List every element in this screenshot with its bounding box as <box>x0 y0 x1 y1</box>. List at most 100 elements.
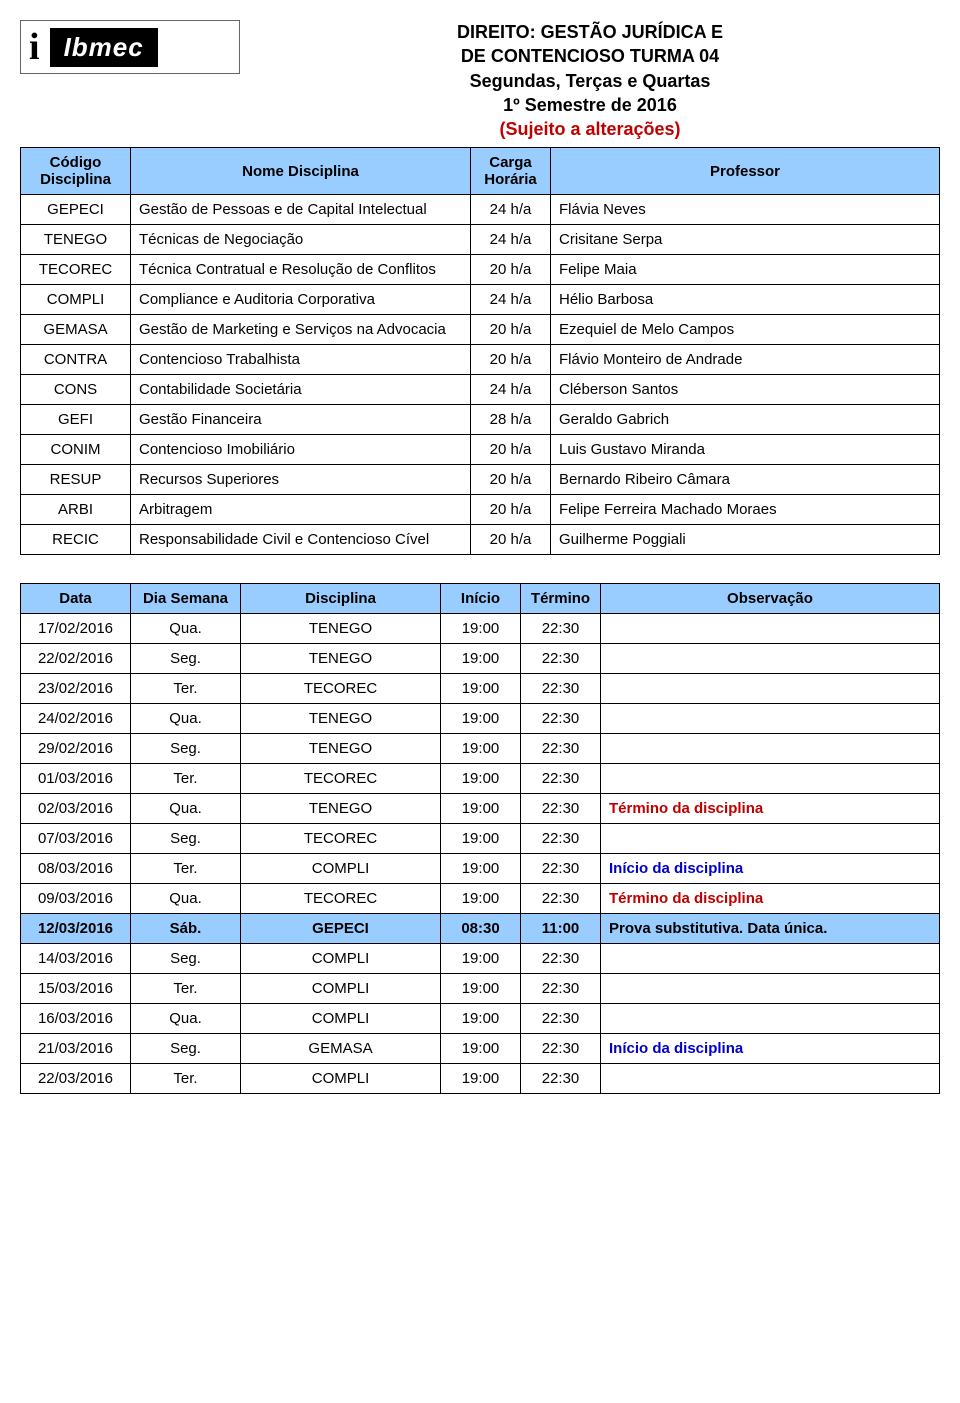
title-block: DIREITO: GESTÃO JURÍDICA E DE CONTENCIOS… <box>240 20 940 141</box>
cell-date: 23/02/2016 <box>21 674 131 704</box>
cell-code: COMPLI <box>21 285 131 315</box>
cell-prof: Flávia Neves <box>551 195 940 225</box>
cell-end: 22:30 <box>521 644 601 674</box>
cell-name: Contencioso Imobiliário <box>131 435 471 465</box>
cell-code: GEPECI <box>21 195 131 225</box>
cell-end: 11:00 <box>521 914 601 944</box>
table-row: 14/03/2016Seg.COMPLI19:0022:30 <box>21 944 940 974</box>
table-row: 24/02/2016Qua.TENEGO19:0022:30 <box>21 704 940 734</box>
logo: i Ibmec <box>20 20 240 74</box>
cell-date: 12/03/2016 <box>21 914 131 944</box>
cell-prof: Flávio Monteiro de Andrade <box>551 345 940 375</box>
cell-dow: Qua. <box>131 884 241 914</box>
cell-date: 15/03/2016 <box>21 974 131 1004</box>
cell-obs: Início da disciplina <box>601 854 940 884</box>
cell-prof: Bernardo Ribeiro Câmara <box>551 465 940 495</box>
schedule-header-row: Data Dia Semana Disciplina Início Términ… <box>21 584 940 614</box>
courses-table: Código Disciplina Nome Disciplina Carga … <box>20 147 940 555</box>
cell-start: 19:00 <box>441 794 521 824</box>
cell-disc: TECOREC <box>241 824 441 854</box>
cell-name: Responsabilidade Civil e Contencioso Cív… <box>131 525 471 555</box>
cell-name: Compliance e Auditoria Corporativa <box>131 285 471 315</box>
cell-disc: TENEGO <box>241 704 441 734</box>
cell-dow: Ter. <box>131 1064 241 1094</box>
cell-obs <box>601 944 940 974</box>
cell-hours: 20 h/a <box>471 255 551 285</box>
col-end: Término <box>521 584 601 614</box>
cell-code: GEMASA <box>21 315 131 345</box>
cell-date: 14/03/2016 <box>21 944 131 974</box>
col-hours: Carga Horária <box>471 148 551 195</box>
cell-date: 16/03/2016 <box>21 1004 131 1034</box>
cell-date: 02/03/2016 <box>21 794 131 824</box>
cell-start: 19:00 <box>441 1004 521 1034</box>
cell-start: 19:00 <box>441 764 521 794</box>
cell-prof: Cléberson Santos <box>551 375 940 405</box>
cell-code: CONIM <box>21 435 131 465</box>
cell-start: 19:00 <box>441 974 521 1004</box>
title-line2: DE CONTENCIOSO TURMA 04 <box>240 44 940 68</box>
col-dow: Dia Semana <box>131 584 241 614</box>
table-row: 01/03/2016Ter.TECOREC19:0022:30 <box>21 764 940 794</box>
col-date: Data <box>21 584 131 614</box>
cell-code: CONTRA <box>21 345 131 375</box>
cell-date: 22/03/2016 <box>21 1064 131 1094</box>
cell-hours: 20 h/a <box>471 525 551 555</box>
cell-obs: Início da disciplina <box>601 1034 940 1064</box>
cell-name: Arbitragem <box>131 495 471 525</box>
title-line3: Segundas, Terças e Quartas <box>240 69 940 93</box>
cell-obs <box>601 1064 940 1094</box>
cell-name: Gestão de Marketing e Serviços na Advoca… <box>131 315 471 345</box>
logo-glyph: i <box>29 25 40 69</box>
cell-disc: TECOREC <box>241 884 441 914</box>
cell-date: 29/02/2016 <box>21 734 131 764</box>
table-row: 15/03/2016Ter.COMPLI19:0022:30 <box>21 974 940 1004</box>
table-row: 02/03/2016Qua.TENEGO19:0022:30Término da… <box>21 794 940 824</box>
table-row: GEFIGestão Financeira28 h/aGeraldo Gabri… <box>21 405 940 435</box>
cell-hours: 28 h/a <box>471 405 551 435</box>
cell-code: CONS <box>21 375 131 405</box>
cell-disc: TECOREC <box>241 764 441 794</box>
cell-start: 19:00 <box>441 1064 521 1094</box>
cell-name: Técnicas de Negociação <box>131 225 471 255</box>
col-disc: Disciplina <box>241 584 441 614</box>
cell-obs: Prova substitutiva. Data única. <box>601 914 940 944</box>
cell-code: RESUP <box>21 465 131 495</box>
cell-dow: Ter. <box>131 764 241 794</box>
cell-end: 22:30 <box>521 1004 601 1034</box>
cell-hours: 20 h/a <box>471 435 551 465</box>
col-prof: Professor <box>551 148 940 195</box>
cell-obs <box>601 764 940 794</box>
cell-end: 22:30 <box>521 674 601 704</box>
cell-date: 22/02/2016 <box>21 644 131 674</box>
cell-end: 22:30 <box>521 764 601 794</box>
cell-name: Técnica Contratual e Resolução de Confli… <box>131 255 471 285</box>
cell-end: 22:30 <box>521 824 601 854</box>
cell-hours: 24 h/a <box>471 375 551 405</box>
table-row: 21/03/2016Seg.GEMASA19:0022:30Início da … <box>21 1034 940 1064</box>
cell-obs <box>601 644 940 674</box>
cell-name: Gestão Financeira <box>131 405 471 435</box>
logo-brand: Ibmec <box>50 28 158 67</box>
cell-obs <box>601 1004 940 1034</box>
cell-prof: Felipe Ferreira Machado Moraes <box>551 495 940 525</box>
table-row: 16/03/2016Qua.COMPLI19:0022:30 <box>21 1004 940 1034</box>
cell-end: 22:30 <box>521 704 601 734</box>
cell-name: Contencioso Trabalhista <box>131 345 471 375</box>
cell-code: RECIC <box>21 525 131 555</box>
cell-obs <box>601 614 940 644</box>
cell-code: ARBI <box>21 495 131 525</box>
cell-name: Contabilidade Societária <box>131 375 471 405</box>
cell-start: 19:00 <box>441 1034 521 1064</box>
table-row: RESUPRecursos Superiores20 h/aBernardo R… <box>21 465 940 495</box>
table-row: 08/03/2016Ter.COMPLI19:0022:30Início da … <box>21 854 940 884</box>
cell-end: 22:30 <box>521 1064 601 1094</box>
cell-hours: 20 h/a <box>471 315 551 345</box>
cell-end: 22:30 <box>521 734 601 764</box>
cell-dow: Seg. <box>131 734 241 764</box>
cell-end: 22:30 <box>521 944 601 974</box>
cell-date: 17/02/2016 <box>21 614 131 644</box>
table-row: GEPECIGestão de Pessoas e de Capital Int… <box>21 195 940 225</box>
cell-disc: COMPLI <box>241 974 441 1004</box>
cell-prof: Geraldo Gabrich <box>551 405 940 435</box>
